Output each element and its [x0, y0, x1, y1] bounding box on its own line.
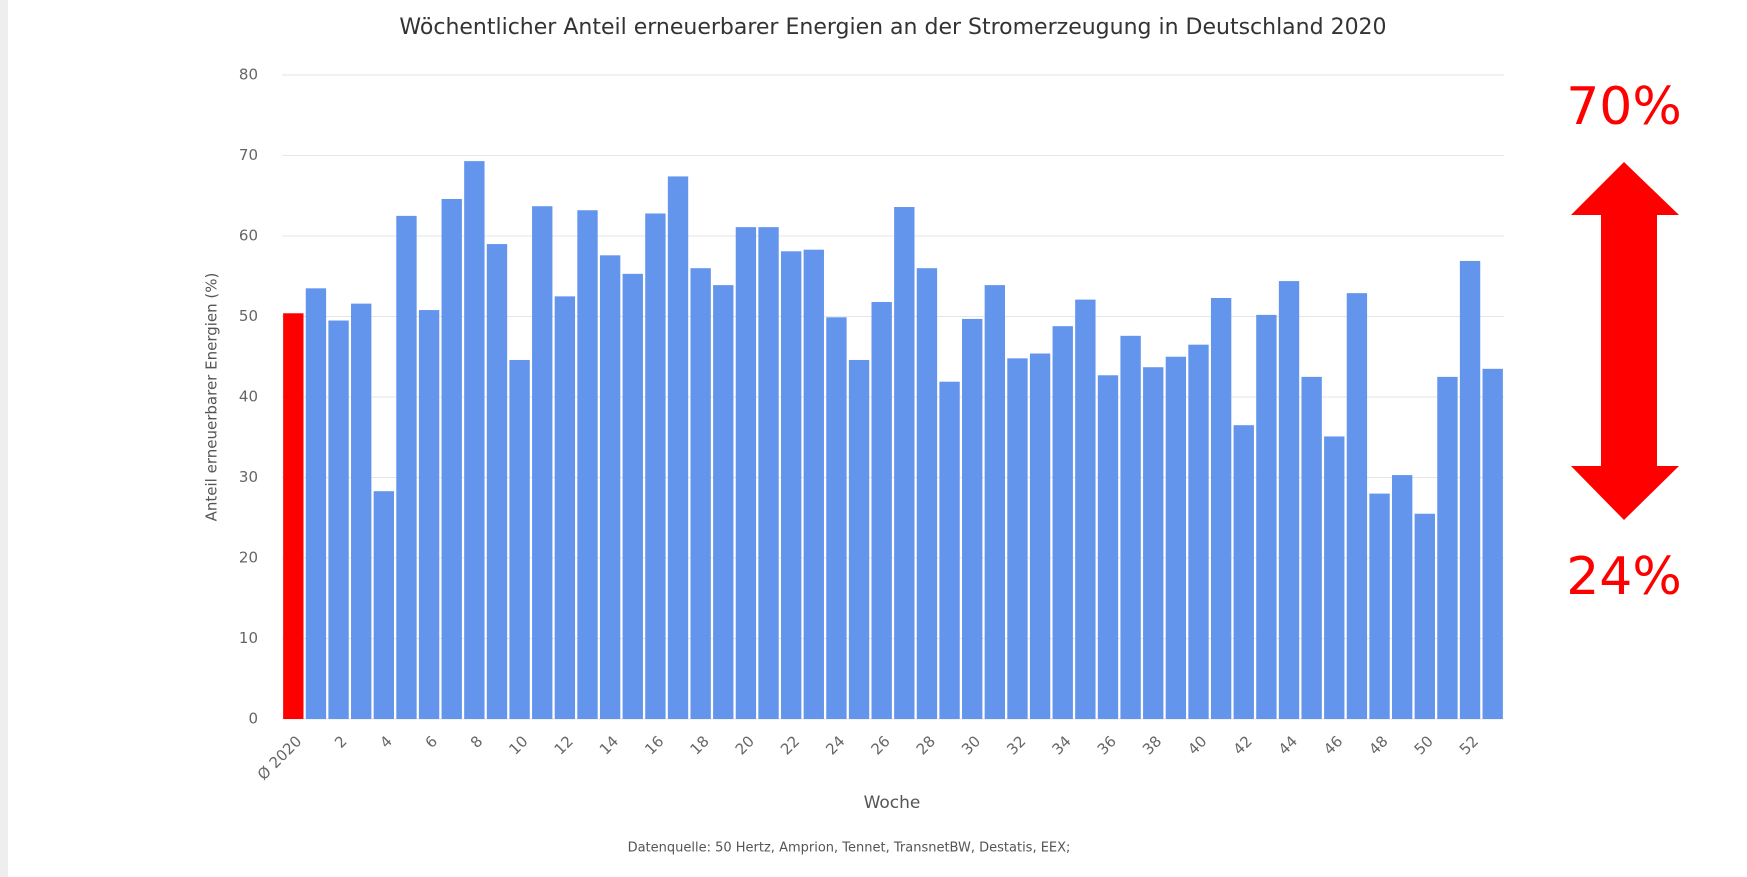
bar: [1278, 281, 1300, 719]
bar: [894, 207, 915, 719]
bar: [735, 227, 757, 719]
bar: [351, 303, 372, 719]
x-tick-label: 44: [1275, 732, 1301, 758]
bar: [848, 359, 870, 719]
y-tick-label: 30: [239, 468, 258, 486]
bar: [622, 273, 643, 719]
bar: [532, 206, 553, 720]
bar: [803, 249, 824, 719]
y-tick-label: 10: [239, 629, 258, 647]
x-tick-label: 32: [1003, 732, 1029, 758]
bar: [1233, 425, 1254, 719]
bar: [1097, 375, 1119, 719]
bar: [713, 285, 734, 719]
bar: [1414, 513, 1435, 719]
bar: [1346, 293, 1368, 719]
x-tick-label: 36: [1094, 732, 1120, 758]
x-tick-label: 26: [867, 732, 893, 758]
x-tick-label: 10: [505, 732, 531, 758]
x-tick-label: 14: [596, 732, 622, 758]
annotation-min: 24%: [1566, 547, 1682, 607]
bar: [1391, 475, 1413, 719]
bar: [758, 227, 779, 719]
y-tick-label: 20: [239, 549, 258, 567]
y-tick-label: 40: [239, 388, 258, 406]
x-tick-label: 46: [1320, 732, 1346, 758]
bar: [418, 310, 440, 719]
x-tick-label: 52: [1456, 732, 1482, 758]
bar: [1324, 436, 1345, 719]
bar: [667, 176, 689, 719]
x-axis-label: Woche: [864, 793, 921, 813]
bar: [441, 198, 462, 720]
range-arrow: [1571, 162, 1679, 520]
frame-edge: [0, 0, 8, 877]
bar: [486, 244, 508, 720]
bar: [328, 320, 349, 719]
x-tick-label: 40: [1184, 732, 1210, 758]
x-tick-label: 8: [467, 732, 486, 751]
x-tick-label: 4: [376, 732, 395, 751]
x-tick-label: 30: [958, 732, 984, 758]
bar: [283, 313, 304, 719]
bar: [599, 255, 621, 719]
x-tick-label: 12: [551, 732, 577, 758]
bar: [1052, 326, 1073, 719]
bar: [1029, 353, 1051, 719]
x-tick-label: 42: [1230, 732, 1256, 758]
bar: [1143, 367, 1164, 719]
bar: [984, 285, 1006, 719]
bar: [1165, 356, 1187, 719]
y-tick-label: 70: [239, 146, 258, 164]
y-tick-label: 50: [239, 307, 258, 325]
bar: [1120, 335, 1141, 719]
x-tick-label: 20: [732, 732, 758, 758]
bar: [780, 251, 802, 720]
x-tick-label: Ø 2020: [254, 732, 305, 783]
bar: [396, 215, 417, 719]
bar: [1369, 493, 1390, 719]
bar: [826, 317, 847, 719]
bar: [1256, 314, 1277, 719]
x-tick-label: 6: [422, 732, 441, 751]
bar: [1188, 344, 1209, 719]
x-tick-label: 34: [1049, 732, 1075, 758]
chart-title: Wöchentlicher Anteil erneuerbarer Energi…: [399, 15, 1386, 40]
annotation-max: 70%: [1566, 77, 1682, 137]
bar: [645, 213, 666, 719]
bar: [1007, 358, 1028, 719]
x-tick-label: 38: [1139, 732, 1165, 758]
x-tick-label: 50: [1411, 732, 1437, 758]
bar: [1459, 260, 1481, 719]
bar: [509, 359, 530, 719]
bar: [1075, 299, 1096, 719]
x-tick-label: 18: [686, 732, 712, 758]
bar: [373, 491, 395, 719]
x-tick-label: 24: [822, 732, 848, 758]
x-tick-label: 48: [1365, 732, 1391, 758]
bar: [690, 268, 711, 719]
bar: [939, 381, 960, 719]
x-tick-label: 16: [641, 732, 667, 758]
bar: [1437, 376, 1458, 719]
bar: [962, 318, 983, 719]
bar: [1482, 368, 1503, 719]
bar: [577, 210, 598, 720]
bar: [1301, 376, 1322, 719]
bar: [916, 268, 938, 719]
x-tick-label: 22: [777, 732, 803, 758]
x-tick-label: 2: [331, 732, 350, 751]
bar: [305, 288, 327, 719]
y-tick-label: 0: [248, 710, 258, 728]
y-axis-label: Anteil erneuerbarer Energien (%): [203, 273, 221, 522]
y-tick-label: 60: [239, 227, 258, 245]
bar: [464, 161, 485, 719]
x-tick-label: 28: [913, 732, 939, 758]
bar: [871, 302, 892, 719]
bar: [1210, 297, 1232, 719]
bar: [554, 296, 576, 719]
y-tick-label: 80: [239, 66, 258, 84]
source-note: Datenquelle: 50 Hertz, Amprion, Tennet, …: [628, 841, 1071, 856]
